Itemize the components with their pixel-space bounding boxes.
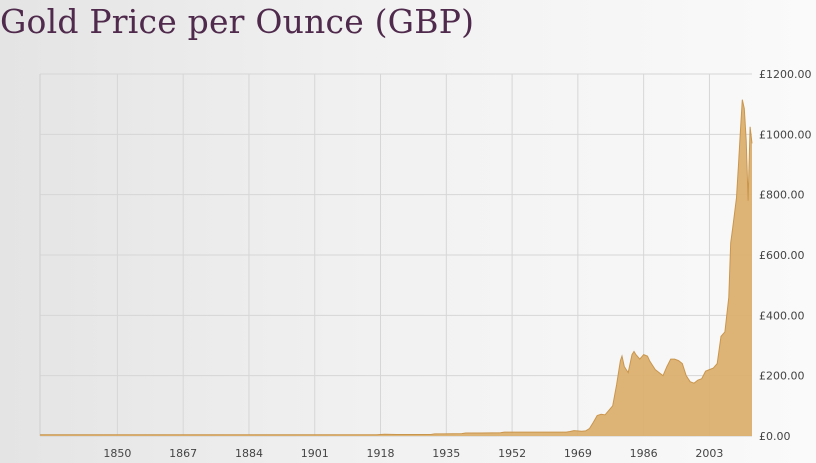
x-tick-label: 1901 <box>301 447 329 460</box>
y-tick-label: £600.00 <box>759 249 805 262</box>
y-tick-label: £0.00 <box>759 430 791 443</box>
price-line-series <box>40 99 753 436</box>
price-area-series <box>40 99 752 436</box>
x-axis-ticks: 1850 1867 1884 1901 1918 1935 1952 1969 1986 2003 <box>103 447 723 460</box>
y-tick-label: £1000.00 <box>759 128 812 141</box>
y-tick-label: £1200.00 <box>759 68 812 81</box>
y-axis-ticks: £0.00 £200.00 £400.00 £600.00 £800.00 £1000.0… <box>759 68 812 443</box>
x-tick-label: 1935 <box>432 447 460 460</box>
y-tick-label: £800.00 <box>759 189 805 202</box>
x-tick-label: 2003 <box>695 447 723 460</box>
x-tick-label: 1952 <box>498 447 526 460</box>
page-title: Gold Price per Ounce (GBP) <box>0 2 475 41</box>
y-tick-label: £200.00 <box>759 370 805 383</box>
x-tick-label: 1884 <box>235 447 263 460</box>
y-tick-label: £400.00 <box>759 309 805 322</box>
x-tick-label: 1986 <box>630 447 658 460</box>
x-tick-label: 1867 <box>169 447 197 460</box>
x-tick-label: 1850 <box>103 447 131 460</box>
x-tick-label: 1969 <box>564 447 592 460</box>
x-tick-label: 1918 <box>367 447 395 460</box>
